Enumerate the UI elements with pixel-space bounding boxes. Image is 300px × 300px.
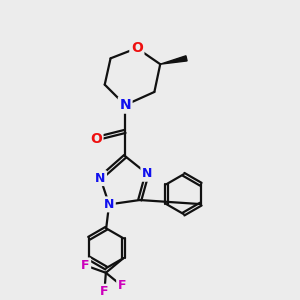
Text: N: N <box>95 172 106 184</box>
Text: O: O <box>131 41 143 55</box>
Text: N: N <box>119 98 131 112</box>
Text: F: F <box>81 259 90 272</box>
Text: F: F <box>100 285 109 298</box>
Polygon shape <box>160 56 187 64</box>
Text: N: N <box>104 198 114 211</box>
Text: F: F <box>118 279 126 292</box>
Text: O: O <box>90 132 102 146</box>
Text: N: N <box>142 167 152 180</box>
